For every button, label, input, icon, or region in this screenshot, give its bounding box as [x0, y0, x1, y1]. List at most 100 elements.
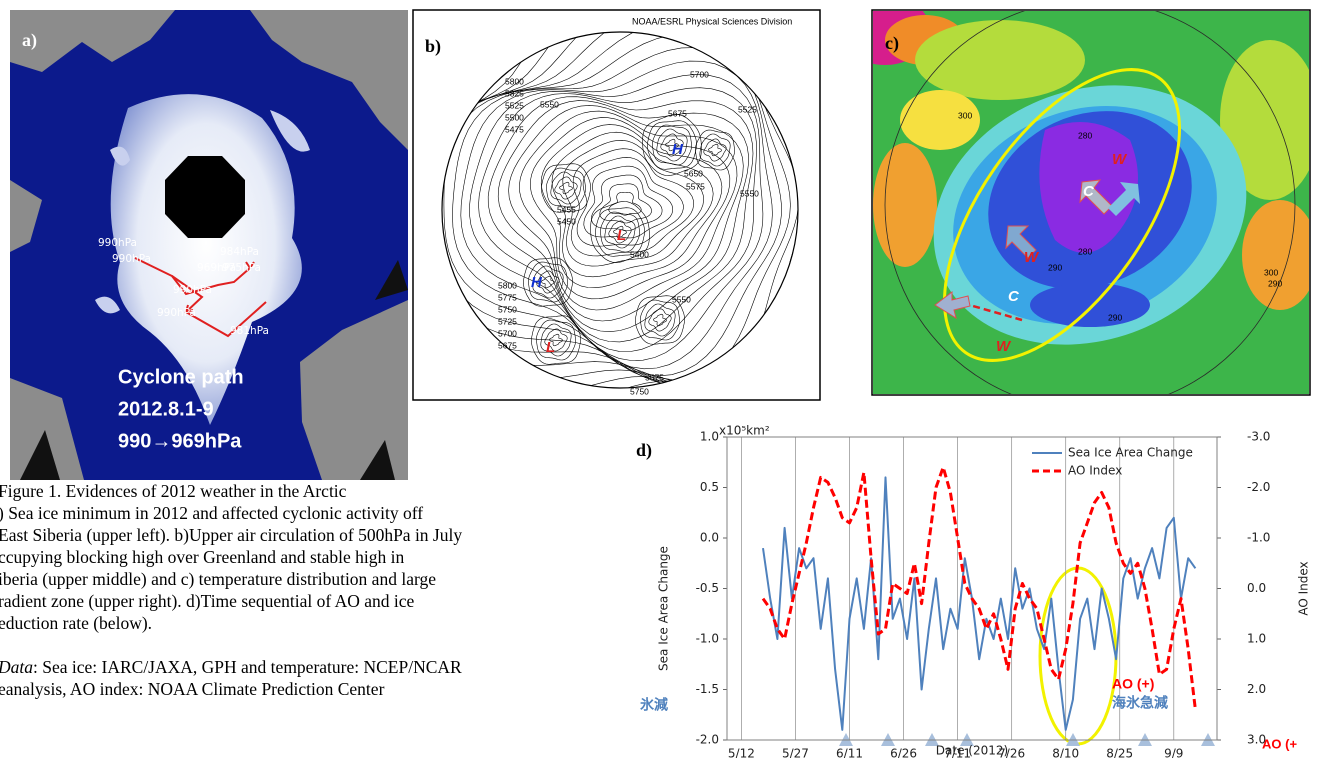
cyclone-path [134, 257, 251, 296]
x-axis-label: Date (2012) [936, 744, 1008, 758]
contour [613, 225, 627, 239]
sea-ice [110, 94, 302, 425]
warm-marker: W [1112, 151, 1128, 168]
caption-text: : Sea ice: IARC/JAXA, GPH and temperatur… [33, 657, 462, 677]
caption-emphasis: Data [0, 657, 33, 677]
contour [590, 201, 650, 263]
panel-label: a) [22, 30, 37, 51]
contour-label: 5800 [505, 76, 524, 86]
land [250, 10, 408, 150]
legend-label: AO Index [1068, 464, 1122, 478]
caption-line: ccupying blocking high over Greenland an… [0, 547, 405, 567]
y2-tick-label: -1.0 [1247, 531, 1270, 545]
contour [660, 133, 684, 157]
contour [652, 124, 692, 166]
contour [554, 176, 578, 200]
pressure-label: 990hPa [173, 284, 212, 296]
warm-marker: W [996, 338, 1012, 355]
field [1242, 200, 1309, 310]
contour-label: 5825 [505, 88, 524, 98]
y-axis-label: Sea Ice Area Change [657, 546, 671, 671]
map-note: 2012.8.1-9 [118, 398, 214, 420]
contour-label: 300 [958, 110, 972, 120]
contour [647, 120, 697, 170]
contour [551, 131, 714, 278]
contour-label: 280 [1078, 130, 1092, 140]
panel-frame [871, 9, 1311, 396]
y2-axis-label: AO Index [1297, 561, 1311, 615]
sea-ice [95, 110, 310, 314]
contour [640, 299, 680, 341]
contour [523, 257, 573, 307]
contour-label: 5550 [740, 188, 759, 198]
contour-label: 5675 [498, 340, 517, 350]
land [10, 180, 42, 252]
panel-a: 990hPa 990hPa 984hPa 969hPa 975hPa 990hP… [10, 10, 408, 480]
contour [604, 215, 636, 249]
x-tick-label: 7/26 [998, 747, 1025, 758]
contour-label: 5450 [557, 216, 576, 226]
contour [541, 163, 591, 213]
contour [708, 143, 722, 157]
map-circle [441, 31, 799, 389]
annotation: 海氷急減 [1112, 695, 1168, 711]
contour [595, 207, 645, 257]
y-tick-label: 0.0 [700, 531, 719, 545]
contour [549, 333, 563, 347]
arrow [934, 290, 971, 320]
pressure-label: 990hPa [98, 237, 137, 249]
map-note: 990→969hPa [118, 430, 242, 452]
warm-marker: W [1024, 249, 1040, 266]
contour [460, 60, 773, 370]
contour-label: 290 [1048, 262, 1062, 272]
contour-label: 5575 [645, 372, 664, 382]
land [300, 300, 408, 480]
pressure-label: 969hPa [197, 262, 236, 274]
contour-label: 300 [1264, 267, 1278, 277]
contour-label: 5550 [672, 294, 691, 304]
contour-label: 5455 [557, 204, 576, 214]
contour [599, 183, 652, 224]
pressure-label: 990hPa [157, 307, 196, 319]
pressure-label: 984hPa [220, 246, 259, 258]
contour-label: 5475 [505, 124, 524, 134]
contour-label: 5700 [498, 328, 517, 338]
contour [562, 139, 705, 267]
contour [469, 74, 764, 361]
field [1030, 283, 1150, 327]
contour-label: 5525 [738, 104, 757, 114]
contour-labels: 5800 5825 5550 5525 5500 5475 5700 5675 5525 5650… [498, 69, 759, 396]
panel-label: c) [885, 33, 899, 54]
contour-label: 5675 [668, 108, 687, 118]
x-tick-label: 7/11 [944, 747, 971, 758]
plot-frame [726, 436, 1218, 741]
contour-label: 290 [1268, 278, 1282, 288]
contour-label: 5550 [540, 99, 559, 109]
highlight-ellipse [1038, 566, 1118, 746]
panel-label: d) [636, 440, 652, 461]
contour-label: 5775 [498, 292, 517, 302]
field [1220, 40, 1309, 200]
contour [635, 295, 685, 345]
contour [478, 87, 757, 352]
pressure-label: 975hPa [222, 262, 261, 274]
low-marker: L [617, 227, 626, 244]
contour [600, 211, 640, 253]
x-tick-label: 8/10 [1052, 747, 1079, 758]
contour [608, 192, 642, 216]
arrow [1079, 179, 1113, 215]
y-tick-label: -0.5 [696, 581, 719, 595]
cold-marker: C [1008, 288, 1020, 305]
contour [695, 129, 735, 171]
annotation: 氷減 [640, 697, 668, 713]
y-tick-label: 0.5 [700, 480, 719, 494]
contour-label: 5650 [684, 168, 703, 178]
arrow [1005, 225, 1037, 259]
contour-label: 5700 [690, 69, 709, 79]
y2-tick-label: -2.0 [1247, 480, 1270, 494]
contour [656, 128, 688, 162]
contour [559, 181, 573, 195]
y-tick-label: 1.0 [700, 430, 719, 444]
x-tick-label: 5/27 [782, 747, 809, 758]
